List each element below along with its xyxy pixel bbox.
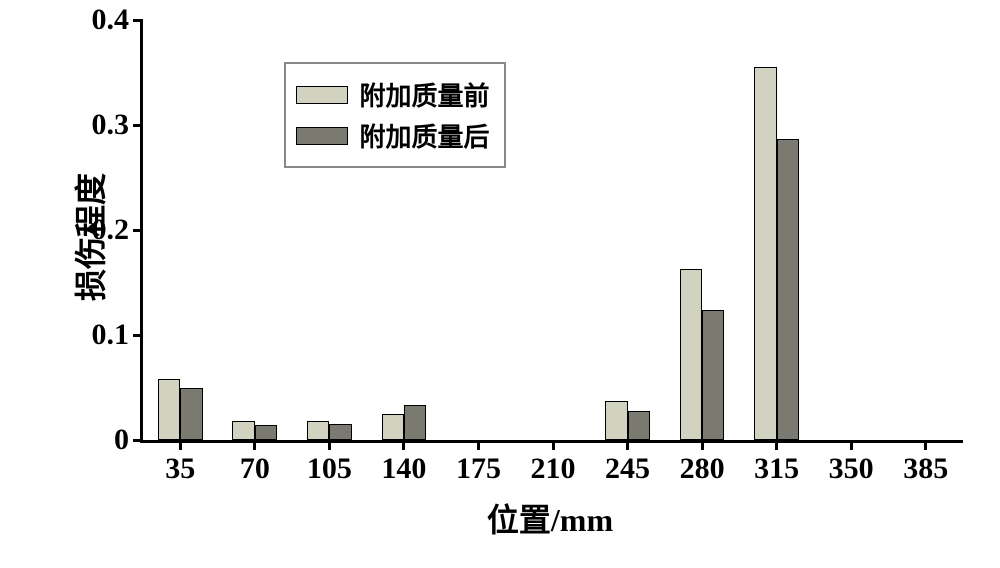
bar: [754, 67, 776, 440]
x-tick: [850, 440, 853, 450]
bar: [158, 379, 180, 440]
legend-item: 附加质量前: [296, 76, 490, 113]
bar: [329, 424, 351, 440]
x-tick-label: 315: [754, 452, 799, 486]
bar: [404, 405, 426, 440]
x-tick-label: 70: [240, 452, 270, 486]
x-axis-label: 位置/mm: [487, 495, 613, 541]
bar: [180, 388, 202, 441]
y-axis-label: 损伤程度: [66, 173, 112, 301]
bar: [232, 421, 254, 440]
y-tick-label: 0.1: [92, 318, 130, 352]
bar: [307, 421, 329, 440]
bar: [628, 411, 650, 440]
y-tick: [133, 334, 143, 337]
plot-area: 00.10.20.30.4357010514017521024528031535…: [140, 20, 963, 443]
legend-label: 附加质量后: [360, 117, 490, 154]
y-tick: [133, 229, 143, 232]
y-tick: [133, 19, 143, 22]
legend-swatch: [296, 127, 348, 145]
legend-item: 附加质量后: [296, 117, 490, 154]
x-tick-label: 210: [531, 452, 576, 486]
bar: [777, 139, 799, 440]
x-tick: [477, 440, 480, 450]
y-tick-label: 0: [114, 423, 129, 457]
legend: 附加质量前附加质量后: [284, 62, 506, 168]
x-tick-label: 140: [381, 452, 426, 486]
x-tick: [701, 440, 704, 450]
x-tick: [328, 440, 331, 450]
x-tick: [552, 440, 555, 450]
x-tick: [179, 440, 182, 450]
x-tick-label: 280: [680, 452, 725, 486]
x-tick: [253, 440, 256, 450]
x-tick-label: 35: [165, 452, 195, 486]
bar: [605, 401, 627, 440]
x-tick: [924, 440, 927, 450]
x-tick-label: 105: [307, 452, 352, 486]
y-tick: [133, 124, 143, 127]
y-tick-label: 0.3: [92, 108, 130, 142]
x-tick-label: 385: [903, 452, 948, 486]
x-tick: [626, 440, 629, 450]
y-tick: [133, 439, 143, 442]
chart-container: 00.10.20.30.4357010514017521024528031535…: [0, 0, 1000, 568]
legend-swatch: [296, 86, 348, 104]
x-tick: [402, 440, 405, 450]
x-tick-label: 350: [829, 452, 874, 486]
bar: [255, 425, 277, 440]
x-tick-label: 245: [605, 452, 650, 486]
bar: [382, 414, 404, 440]
x-tick-label: 175: [456, 452, 501, 486]
y-tick-label: 0.4: [92, 3, 130, 37]
bar: [702, 310, 724, 440]
legend-label: 附加质量前: [360, 76, 490, 113]
bar: [680, 269, 702, 440]
x-tick: [775, 440, 778, 450]
